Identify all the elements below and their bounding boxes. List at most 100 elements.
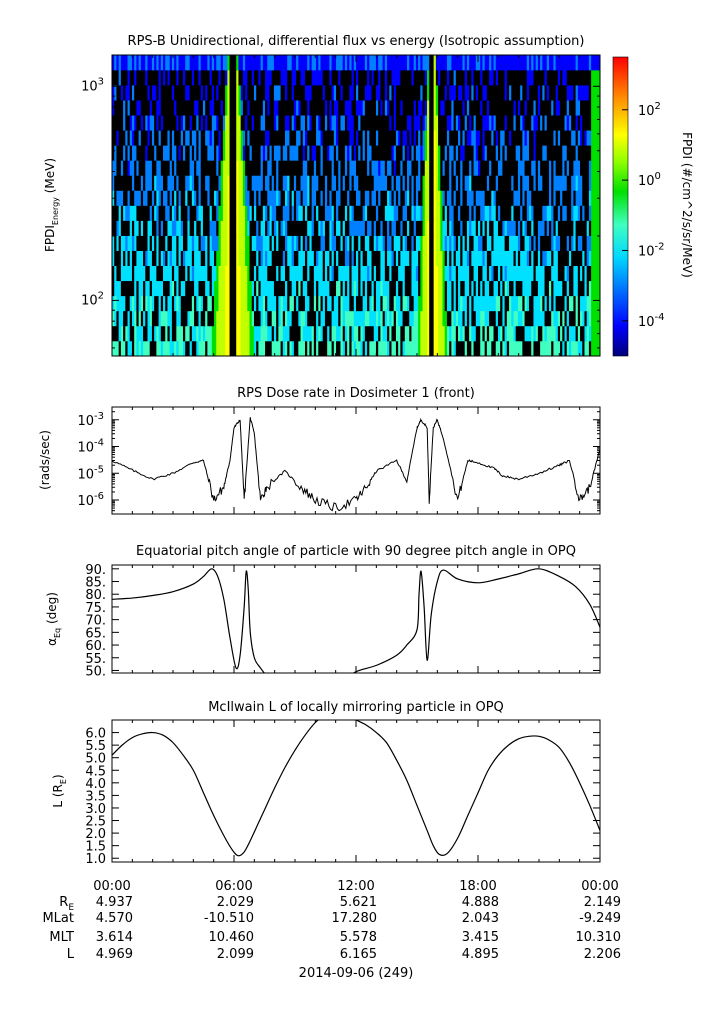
spectrogram-cell [180, 235, 184, 251]
spectrogram-cell [211, 160, 215, 176]
spectrogram-cell [440, 115, 443, 131]
spectrogram-cell [260, 265, 264, 282]
spectrogram-cell [407, 190, 410, 206]
spectrogram-cell [214, 130, 217, 146]
spectrogram-cell [389, 175, 392, 191]
spectrogram-cell [458, 145, 461, 161]
spectrogram-cell [180, 325, 184, 342]
spectrogram-cell [222, 280, 226, 297]
spectrogram-cell [214, 85, 217, 101]
spectrogram-cell [489, 160, 492, 176]
spectrogram-cell [475, 85, 479, 101]
ephemeris-row-label: RE [59, 895, 74, 913]
spectrogram-cell [356, 190, 359, 206]
spectrogram-cell [466, 100, 470, 116]
spectrogram-cell [174, 100, 177, 116]
spectrogram-cell [138, 250, 142, 266]
spectrogram-cell [380, 85, 384, 101]
spectrogram-cell [329, 250, 332, 266]
spectrogram-cell [136, 160, 140, 176]
spectrogram-cell [218, 295, 222, 312]
spectrogram-cell [442, 295, 446, 312]
spectrogram-cell [251, 100, 255, 116]
spectrogram-cell [458, 85, 461, 101]
spectrogram-cell [353, 55, 357, 71]
spectrogram-cell [387, 55, 390, 71]
spectrogram-cell [336, 175, 339, 191]
spectrogram-cell [555, 340, 559, 356]
spectrogram-cell [597, 70, 600, 86]
spectrogram-cell [320, 175, 324, 191]
spectrogram-cell [298, 100, 301, 116]
spectrogram-cell [411, 265, 415, 282]
spectrogram-cell [165, 280, 168, 297]
spectrogram-cell [535, 220, 539, 236]
spectrogram-cell [353, 280, 357, 297]
spectrogram-cell [249, 175, 253, 191]
spectrogram-cell [413, 130, 417, 146]
spectrogram-cell [513, 100, 517, 116]
spectrogram-cell [258, 55, 262, 71]
spectrogram-cell [584, 55, 588, 71]
spectrogram-cell [289, 265, 293, 282]
spectrogram-cell [234, 220, 237, 236]
spectrogram-cell [194, 100, 197, 116]
spectrogram-cell [533, 115, 537, 131]
spectrogram-cell [382, 220, 386, 236]
spectrogram-cell [591, 235, 594, 251]
spectrogram-cell [504, 310, 508, 327]
spectrogram-cell [422, 295, 426, 312]
spectrogram-cell [158, 340, 162, 356]
spectrogram-cell [307, 205, 310, 221]
spectrogram-cell [526, 265, 530, 282]
spectrogram-cell [415, 295, 419, 312]
spectrogram-cell [418, 160, 421, 176]
spectrogram-cell [209, 250, 213, 266]
spectrogram-cell [196, 220, 199, 236]
spectrogram-cell [458, 115, 461, 131]
spectrogram-cell [134, 295, 137, 312]
spectrogram-cell [407, 325, 410, 342]
spectrogram-cell [367, 205, 370, 221]
spectrogram-cell [444, 235, 448, 251]
spectrogram-cell [404, 280, 408, 297]
spectrogram-cell [415, 115, 419, 131]
pitch-angle-panel: Equatorial pitch angle of particle with … [45, 544, 601, 679]
spectrogram-cell [220, 205, 224, 221]
spectrogram-cell [211, 340, 215, 356]
spectrogram-cell [140, 100, 144, 116]
spectrogram-cell [134, 235, 137, 251]
spectrogram-cell [407, 340, 410, 356]
dose-rate-panel: RPS Dose rate in Dosimeter 1 (front) 10-… [38, 386, 601, 515]
spectrogram-cell [564, 145, 568, 161]
spectrogram-cell [214, 115, 217, 131]
spectrogram-cell [351, 160, 355, 176]
spectrogram-cell [174, 280, 177, 297]
spectrogram-cell [185, 130, 188, 146]
spectrogram-cell [502, 295, 506, 312]
spectrogram-cell [258, 235, 262, 251]
spectrogram-cell [347, 115, 350, 131]
spectrogram-cell [298, 250, 301, 266]
spectrogram-cell [466, 325, 470, 342]
spectrogram-cell [446, 235, 450, 251]
spectrogram-cell [116, 55, 120, 71]
spectrogram-cell [163, 175, 166, 191]
spectrogram-cell [136, 265, 140, 282]
spectrogram-cell [353, 205, 357, 221]
spectrogram-cell [540, 115, 543, 131]
spectrogram-cell [349, 310, 352, 327]
spectrogram-cell [251, 115, 255, 131]
spectrogram-cell [145, 310, 148, 327]
spectrogram-cell [522, 145, 525, 161]
spectrogram-cell [112, 250, 115, 266]
spectrogram-cell [156, 70, 159, 86]
spectrogram-cell [280, 85, 284, 101]
spectrogram-cell [340, 265, 344, 282]
spectrogram-cell [391, 115, 395, 131]
spectrogram-cell [320, 55, 324, 71]
spectrogram-cell [451, 145, 454, 161]
spectrogram-cell [478, 85, 481, 101]
spectrogram-cell [218, 250, 222, 266]
spectrogram-cell [435, 265, 439, 282]
